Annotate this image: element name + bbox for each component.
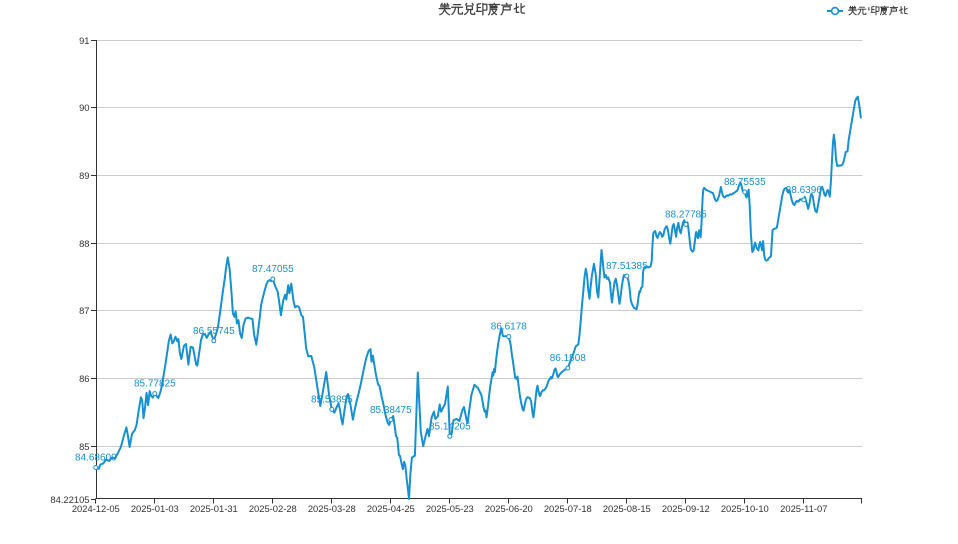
svg-text:2025-06-20: 2025-06-20 <box>485 503 533 514</box>
svg-text:88.75535: 88.75535 <box>724 177 766 188</box>
svg-text:2025-01-31: 2025-01-31 <box>190 503 238 514</box>
svg-text:88.6396: 88.6396 <box>786 185 823 196</box>
svg-text:86: 86 <box>79 373 89 384</box>
svg-text:2025-01-03: 2025-01-03 <box>131 503 179 514</box>
svg-text:85.38475: 85.38475 <box>370 405 412 416</box>
svg-text:87.51385: 87.51385 <box>606 261 648 272</box>
svg-text:85: 85 <box>79 441 89 452</box>
svg-text:88: 88 <box>79 238 89 249</box>
svg-text:84.22105: 84.22105 <box>50 494 89 505</box>
svg-text:2025-03-28: 2025-03-28 <box>308 503 356 514</box>
svg-text:2025-04-25: 2025-04-25 <box>367 503 415 514</box>
svg-text:85.14205: 85.14205 <box>429 421 471 432</box>
svg-text:87.47055: 87.47055 <box>252 264 294 275</box>
svg-text:86.1508: 86.1508 <box>550 353 587 364</box>
svg-text:88.27785: 88.27785 <box>665 209 707 220</box>
svg-text:2025-02-28: 2025-02-28 <box>249 503 297 514</box>
svg-text:90: 90 <box>79 102 89 113</box>
svg-text:2025-07-18: 2025-07-18 <box>544 503 592 514</box>
svg-text:2025-05-23: 2025-05-23 <box>426 503 474 514</box>
svg-text:2024-12-05: 2024-12-05 <box>72 503 120 514</box>
svg-text:2025-10-10: 2025-10-10 <box>721 503 769 514</box>
svg-text:89: 89 <box>79 170 89 181</box>
svg-text:91: 91 <box>79 35 89 46</box>
svg-text:86.55745: 86.55745 <box>193 326 235 337</box>
svg-text:84.68609: 84.68609 <box>75 453 117 464</box>
svg-text:86.6178: 86.6178 <box>491 322 528 333</box>
svg-text:2025-11-07: 2025-11-07 <box>780 503 827 514</box>
svg-text:2025-08-15: 2025-08-15 <box>603 503 651 514</box>
svg-text:87: 87 <box>79 305 89 316</box>
svg-text:85.77825: 85.77825 <box>134 379 176 390</box>
svg-text:85.53895: 85.53895 <box>311 394 353 405</box>
svg-text:2025-09-12: 2025-09-12 <box>662 503 710 514</box>
